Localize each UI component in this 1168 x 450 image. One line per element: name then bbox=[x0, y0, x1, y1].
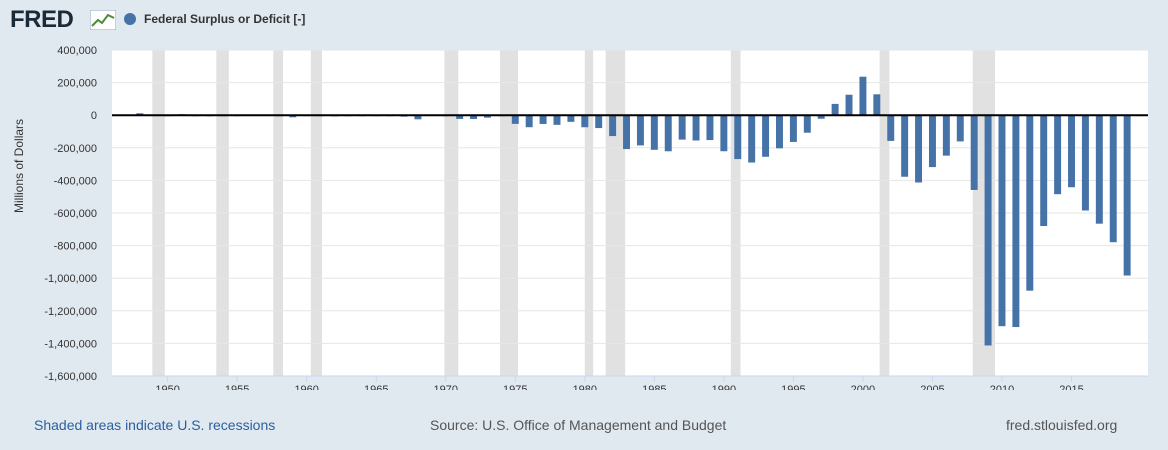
bar-1984 bbox=[636, 115, 644, 146]
y-tick-label: -1,000,000 bbox=[44, 273, 97, 285]
x-tick-label: 1980 bbox=[573, 384, 597, 390]
recession-note-link[interactable]: Shaded areas indicate U.S. recessions bbox=[34, 417, 276, 433]
bar-2004 bbox=[915, 115, 923, 183]
chart-header: FRED Federal Surplus or Deficit [-] bbox=[0, 0, 1168, 40]
bar-2017 bbox=[1095, 115, 1103, 224]
y-tick-label: -1,200,000 bbox=[44, 306, 97, 318]
bar-1971 bbox=[456, 115, 464, 119]
source-text: Source: U.S. Office of Management and Bu… bbox=[430, 417, 727, 433]
bar-2002 bbox=[887, 115, 895, 141]
bar-2009 bbox=[984, 115, 992, 346]
x-tick-label: 1985 bbox=[642, 384, 666, 390]
bar-2008 bbox=[970, 115, 978, 190]
x-tick-label: 2000 bbox=[851, 384, 875, 390]
bar-1990 bbox=[720, 115, 728, 152]
x-tick-label: 1960 bbox=[294, 384, 318, 390]
y-tick-label: 200,000 bbox=[57, 78, 97, 90]
bar-1988 bbox=[692, 115, 700, 141]
legend-label[interactable]: Federal Surplus or Deficit [-] bbox=[144, 12, 306, 26]
bar-1968 bbox=[414, 115, 422, 120]
bar-1997 bbox=[817, 115, 825, 119]
bar-2005 bbox=[928, 115, 936, 168]
bar-1973 bbox=[483, 115, 491, 118]
bar-1992 bbox=[748, 115, 756, 163]
bar-2016 bbox=[1081, 115, 1089, 211]
y-tick-label: -1,400,000 bbox=[44, 338, 97, 350]
bar-1982 bbox=[609, 115, 617, 137]
x-tick-label: 1955 bbox=[225, 384, 249, 390]
bar-2014 bbox=[1054, 115, 1062, 195]
bar-1985 bbox=[650, 115, 658, 150]
bar-1980 bbox=[581, 115, 589, 128]
y-tick-label: -200,000 bbox=[54, 143, 97, 155]
bar-1978 bbox=[553, 115, 561, 125]
bar-1999 bbox=[845, 94, 853, 116]
fred-logo[interactable]: FRED bbox=[10, 6, 74, 33]
bar-2012 bbox=[1026, 115, 1034, 291]
bar-2019 bbox=[1123, 115, 1131, 276]
bar-1983 bbox=[623, 115, 630, 150]
bar-1972 bbox=[470, 115, 478, 120]
line-chart-icon bbox=[90, 10, 116, 30]
bar-1977 bbox=[539, 115, 547, 124]
bar-1981 bbox=[595, 115, 603, 129]
bar-1989 bbox=[706, 115, 714, 141]
bar-1975 bbox=[511, 115, 519, 124]
bar-1998 bbox=[831, 103, 839, 116]
x-tick-label: 2005 bbox=[920, 384, 944, 390]
y-tick-label: 400,000 bbox=[57, 45, 97, 57]
site-url: fred.stlouisfed.org bbox=[1006, 417, 1118, 433]
y-tick-label: -400,000 bbox=[54, 175, 97, 187]
x-tick-label: 1975 bbox=[503, 384, 527, 390]
bar-1996 bbox=[803, 115, 811, 133]
bar-2011 bbox=[1012, 115, 1020, 328]
y-tick-label: -1,600,000 bbox=[44, 371, 97, 383]
bar-2010 bbox=[998, 115, 1006, 327]
y-tick-label: -600,000 bbox=[54, 208, 97, 220]
bar-1991 bbox=[734, 115, 742, 160]
x-tick-label: 2015 bbox=[1059, 384, 1083, 390]
x-tick-label: 2010 bbox=[990, 384, 1014, 390]
bar-2018 bbox=[1109, 115, 1117, 243]
legend-marker bbox=[124, 13, 136, 25]
bar-2000 bbox=[859, 76, 867, 116]
bar-1959 bbox=[289, 115, 297, 118]
y-axis-label: Millions of Dollars bbox=[12, 118, 26, 213]
x-tick-label: 1970 bbox=[434, 384, 458, 390]
bar-1979 bbox=[567, 115, 575, 122]
bar-2007 bbox=[956, 115, 964, 142]
bar-2006 bbox=[942, 115, 950, 156]
bar-1986 bbox=[664, 115, 672, 152]
bar-2015 bbox=[1068, 115, 1075, 188]
bar-chart: 400,000 200,000 0 -200,000 -400,000 -600,000 -… bbox=[44, 45, 1148, 390]
y-tick-label: -800,000 bbox=[54, 241, 97, 253]
bar-1995 bbox=[789, 115, 797, 142]
x-tick-label: 1995 bbox=[781, 384, 805, 390]
bar-1987 bbox=[678, 115, 686, 140]
bar-1976 bbox=[525, 115, 533, 128]
bar-2003 bbox=[901, 115, 909, 177]
bar-2001 bbox=[873, 94, 881, 116]
x-tick-label: 1965 bbox=[364, 384, 388, 390]
bar-1993 bbox=[762, 115, 770, 157]
x-tick-label: 1990 bbox=[712, 384, 736, 390]
bar-2013 bbox=[1040, 115, 1048, 227]
y-tick-label: 0 bbox=[91, 110, 97, 122]
bar-1994 bbox=[776, 115, 783, 149]
x-tick-label: 1950 bbox=[155, 384, 179, 390]
